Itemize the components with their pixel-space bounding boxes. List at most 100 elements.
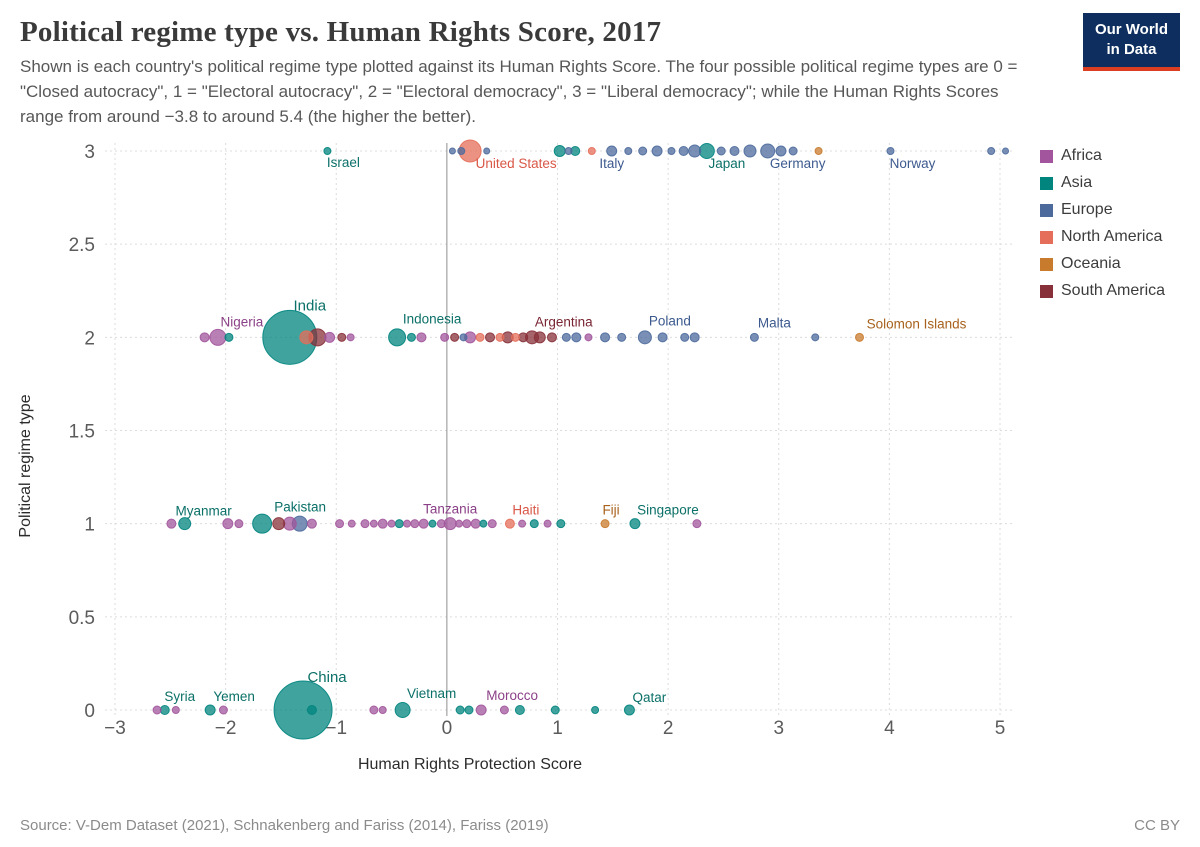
- legend-item-north-america[interactable]: North America: [1040, 228, 1165, 246]
- data-point[interactable]: [543, 519, 552, 528]
- license-note[interactable]: CC BY: [1134, 817, 1180, 834]
- data-point-nigeria[interactable]: [209, 329, 227, 347]
- data-point-myanmar[interactable]: [178, 517, 192, 531]
- data-point[interactable]: [689, 332, 700, 343]
- data-point[interactable]: [459, 333, 468, 342]
- data-point[interactable]: [485, 332, 496, 343]
- data-point[interactable]: [347, 519, 356, 528]
- data-point[interactable]: [335, 519, 345, 529]
- data-point[interactable]: [171, 706, 180, 715]
- data-point[interactable]: [346, 333, 355, 342]
- data-point-syria[interactable]: [159, 705, 170, 716]
- data-point-vietnam[interactable]: [394, 702, 411, 719]
- data-point[interactable]: [678, 146, 689, 157]
- legend-item-oceania[interactable]: Oceania: [1040, 255, 1165, 273]
- data-point-italy[interactable]: [606, 145, 618, 157]
- data-point[interactable]: [591, 706, 600, 715]
- data-point[interactable]: [487, 519, 497, 529]
- data-point[interactable]: [166, 518, 177, 529]
- data-point[interactable]: [457, 147, 466, 156]
- data-point[interactable]: [234, 519, 244, 529]
- data-point-indonesia[interactable]: [388, 328, 407, 347]
- data-point[interactable]: [518, 519, 527, 528]
- data-point[interactable]: [584, 333, 593, 342]
- data-point-solomon-islands[interactable]: [855, 333, 865, 343]
- data-point-tanzania[interactable]: [443, 517, 457, 531]
- data-point[interactable]: [306, 518, 317, 529]
- data-point[interactable]: [448, 147, 456, 155]
- data-point[interactable]: [222, 518, 234, 530]
- data-point[interactable]: [788, 146, 798, 156]
- data-point[interactable]: [518, 332, 529, 343]
- data-point[interactable]: [199, 332, 210, 343]
- data-point-singapore[interactable]: [629, 518, 641, 530]
- data-point[interactable]: [1002, 147, 1010, 155]
- data-point[interactable]: [600, 332, 611, 343]
- data-point[interactable]: [775, 145, 787, 157]
- data-point[interactable]: [680, 333, 690, 343]
- data-point[interactable]: [436, 519, 446, 529]
- data-point[interactable]: [428, 519, 437, 528]
- legend-item-asia[interactable]: Asia: [1040, 174, 1165, 192]
- data-point-argentina[interactable]: [533, 331, 546, 344]
- data-point[interactable]: [587, 147, 596, 156]
- data-point[interactable]: [483, 147, 491, 155]
- data-point-china[interactable]: [273, 680, 333, 740]
- legend-item-europe[interactable]: Europe: [1040, 201, 1165, 219]
- data-point[interactable]: [688, 144, 702, 158]
- data-point[interactable]: [455, 705, 465, 715]
- data-point-pakistan[interactable]: [252, 513, 273, 534]
- data-point-poland[interactable]: [637, 330, 652, 345]
- data-point-norway[interactable]: [886, 147, 895, 156]
- data-point-qatar[interactable]: [623, 704, 635, 716]
- data-point[interactable]: [337, 333, 347, 343]
- data-point[interactable]: [450, 333, 460, 343]
- data-point[interactable]: [282, 516, 297, 531]
- data-point[interactable]: [218, 705, 228, 715]
- data-point[interactable]: [811, 333, 820, 342]
- data-point[interactable]: [546, 332, 557, 343]
- data-point[interactable]: [617, 333, 627, 343]
- data-point[interactable]: [272, 517, 286, 531]
- data-point[interactable]: [716, 146, 726, 156]
- data-point[interactable]: [403, 519, 412, 528]
- data-point[interactable]: [499, 705, 509, 715]
- data-point[interactable]: [553, 145, 566, 158]
- data-point[interactable]: [324, 332, 336, 344]
- data-point-haiti[interactable]: [504, 518, 515, 529]
- data-point[interactable]: [224, 333, 234, 343]
- data-point[interactable]: [369, 519, 378, 528]
- data-point-morocco[interactable]: [475, 704, 487, 716]
- data-point[interactable]: [152, 705, 162, 715]
- data-point-yemen[interactable]: [204, 704, 216, 716]
- data-point[interactable]: [729, 146, 740, 157]
- data-point[interactable]: [475, 333, 485, 343]
- data-point-malta[interactable]: [749, 333, 759, 343]
- data-point[interactable]: [387, 519, 396, 528]
- data-point[interactable]: [561, 333, 571, 343]
- data-point-germany[interactable]: [760, 143, 776, 159]
- data-point[interactable]: [360, 519, 370, 529]
- data-point[interactable]: [564, 147, 573, 156]
- data-point[interactable]: [987, 147, 996, 156]
- data-point[interactable]: [814, 147, 823, 156]
- data-point[interactable]: [638, 146, 648, 156]
- data-point[interactable]: [495, 333, 505, 343]
- data-point[interactable]: [651, 145, 663, 157]
- data-point[interactable]: [378, 706, 387, 715]
- data-point[interactable]: [455, 519, 464, 528]
- data-point[interactable]: [377, 518, 388, 529]
- data-point[interactable]: [418, 518, 429, 529]
- data-point-fiji[interactable]: [600, 519, 610, 529]
- data-point[interactable]: [571, 332, 582, 343]
- data-point[interactable]: [464, 705, 474, 715]
- legend-item-africa[interactable]: Africa: [1040, 147, 1165, 165]
- data-point[interactable]: [299, 330, 314, 345]
- data-point[interactable]: [529, 519, 539, 529]
- data-point[interactable]: [394, 519, 404, 529]
- data-point[interactable]: [624, 147, 633, 156]
- data-point[interactable]: [479, 519, 488, 528]
- data-point[interactable]: [514, 705, 525, 716]
- data-point[interactable]: [470, 518, 481, 529]
- data-point[interactable]: [369, 705, 379, 715]
